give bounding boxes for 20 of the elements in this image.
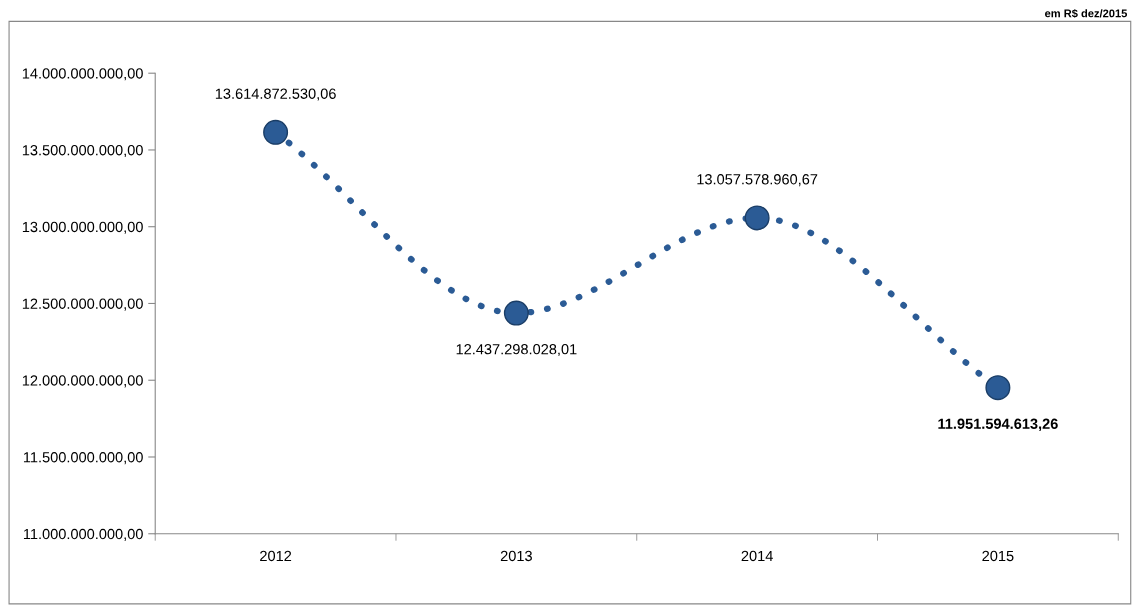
y-tick-label: 13.000.000.000,00 — [22, 221, 143, 234]
x-tick-label: 2013 — [500, 550, 532, 562]
text: 13.614.872.530,06 — [215, 88, 336, 101]
y-tick-label: 12.000.000.000,00 — [22, 375, 143, 388]
y-tick-label: 13.500.000.000,00 — [22, 145, 143, 158]
x-tick-label: 2014 — [741, 550, 773, 562]
y-tick-label: 14.000.000.000,00 — [22, 68, 143, 81]
point — [503, 300, 529, 326]
point — [985, 375, 1011, 401]
text: 12.437.298.028,01 — [456, 344, 577, 357]
text: 13.057.578.960,67 — [697, 174, 818, 187]
y-tick-label: 12.500.000.000,00 — [22, 298, 143, 311]
text: 11.951.594.613,26 — [938, 418, 1058, 432]
x-tick-label: 2012 — [260, 550, 292, 562]
text: em R$ dez/2015 — [1045, 8, 1128, 19]
x-tick-label: 2015 — [982, 550, 1014, 562]
point — [263, 119, 289, 145]
y-tick-label: 11.500.000.000,00 — [23, 452, 143, 465]
point — [744, 205, 770, 231]
y-tick-label: 11.000.000.000,00 — [23, 528, 143, 541]
